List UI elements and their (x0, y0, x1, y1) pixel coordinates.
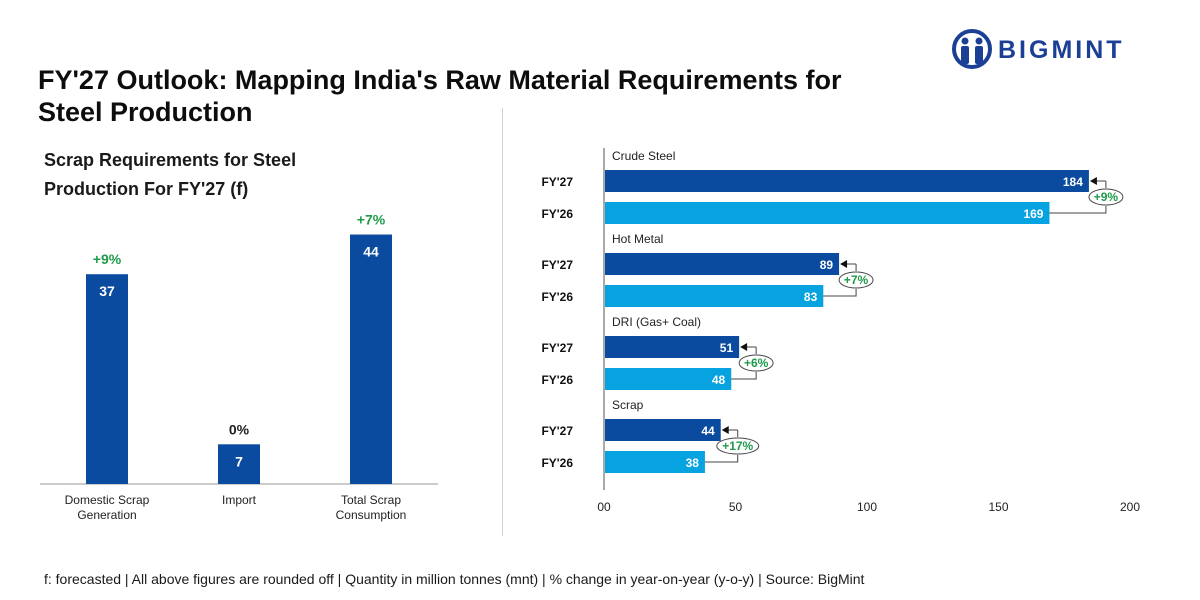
series-label: FY'26 (541, 373, 573, 387)
bar (605, 253, 840, 275)
bar (218, 444, 260, 484)
footer-note: f: forecasted | All above figures are ro… (44, 571, 865, 587)
change-label: +9% (1094, 190, 1119, 204)
arrow-head-icon (1089, 177, 1097, 185)
bar-value-label: 7 (235, 453, 243, 469)
raw-material-chart: 00 50 100 150 200 Crude Steel FY'27 184 FY'26 169… (541, 148, 1140, 514)
change-label: +7% (844, 273, 869, 287)
panel-divider (502, 108, 503, 536)
bar-value-label: 48 (712, 373, 726, 387)
arrow-head-icon (721, 426, 729, 434)
series-label: FY'27 (541, 341, 573, 355)
group-label: DRI (Gas+ Coal) (612, 315, 701, 329)
bar-value-label: 38 (686, 456, 700, 470)
change-badge (838, 271, 874, 289)
bar (605, 202, 1050, 224)
change-badge (1088, 188, 1124, 206)
series-label: FY'26 (541, 290, 573, 304)
bar (86, 274, 128, 484)
change-connector (704, 430, 739, 463)
x-tick-label: 00 (597, 500, 611, 514)
bar (350, 234, 392, 484)
brand-logo: BIGMINT (950, 28, 1160, 72)
x-tick-label: 150 (988, 500, 1008, 514)
bar-value-label: 37 (99, 283, 115, 299)
x-tick-label: 200 (1120, 500, 1140, 514)
category-label: Import (222, 493, 257, 507)
category-label: Total Scrap (341, 493, 401, 507)
series-label: FY'27 (541, 175, 573, 189)
bar (605, 368, 732, 390)
bar-value-label: 184 (1063, 175, 1083, 189)
change-label: +17% (722, 439, 753, 453)
category-label: Consumption (336, 508, 407, 522)
bar-value-label: 89 (820, 258, 834, 272)
series-label: FY'26 (541, 207, 573, 221)
page-title: FY'27 Outlook: Mapping India's Raw Mater… (38, 65, 842, 127)
change-badge (738, 354, 774, 372)
bar-value-label: 44 (363, 244, 379, 260)
change-connector (731, 347, 757, 380)
bar-change-label: 0% (229, 421, 250, 437)
change-badge (716, 437, 760, 455)
change-label: +6% (744, 356, 769, 370)
brand-name: BIGMINT (998, 36, 1125, 64)
x-tick-label: 100 (857, 500, 877, 514)
change-connector (1049, 181, 1107, 214)
bar (605, 285, 824, 307)
group-label: Scrap (612, 398, 644, 412)
group-label: Crude Steel (612, 149, 675, 163)
series-label: FY'27 (541, 258, 573, 272)
bar-value-label: 83 (804, 290, 818, 304)
bar-change-label: +9% (93, 251, 122, 267)
category-label: Domestic Scrap (65, 493, 150, 507)
bar (605, 170, 1089, 192)
bar-value-label: 51 (720, 341, 734, 355)
left-chart-title: Scrap Requirements for Steel Production … (44, 150, 297, 199)
bar (605, 419, 721, 441)
group-label: Hot Metal (612, 232, 663, 246)
arrow-head-icon (840, 260, 848, 268)
bar-change-label: +7% (357, 212, 386, 228)
x-tick-label: 50 (729, 500, 743, 514)
bar (605, 451, 705, 473)
bar-value-label: 44 (701, 424, 715, 438)
series-label: FY'27 (541, 424, 573, 438)
bigmint-logo-icon (952, 29, 992, 69)
series-label: FY'26 (541, 456, 573, 470)
category-label: Generation (77, 508, 136, 522)
bar (605, 336, 740, 358)
bar-value-label: 169 (1023, 207, 1043, 221)
arrow-head-icon (740, 343, 748, 351)
change-connector (823, 264, 857, 297)
